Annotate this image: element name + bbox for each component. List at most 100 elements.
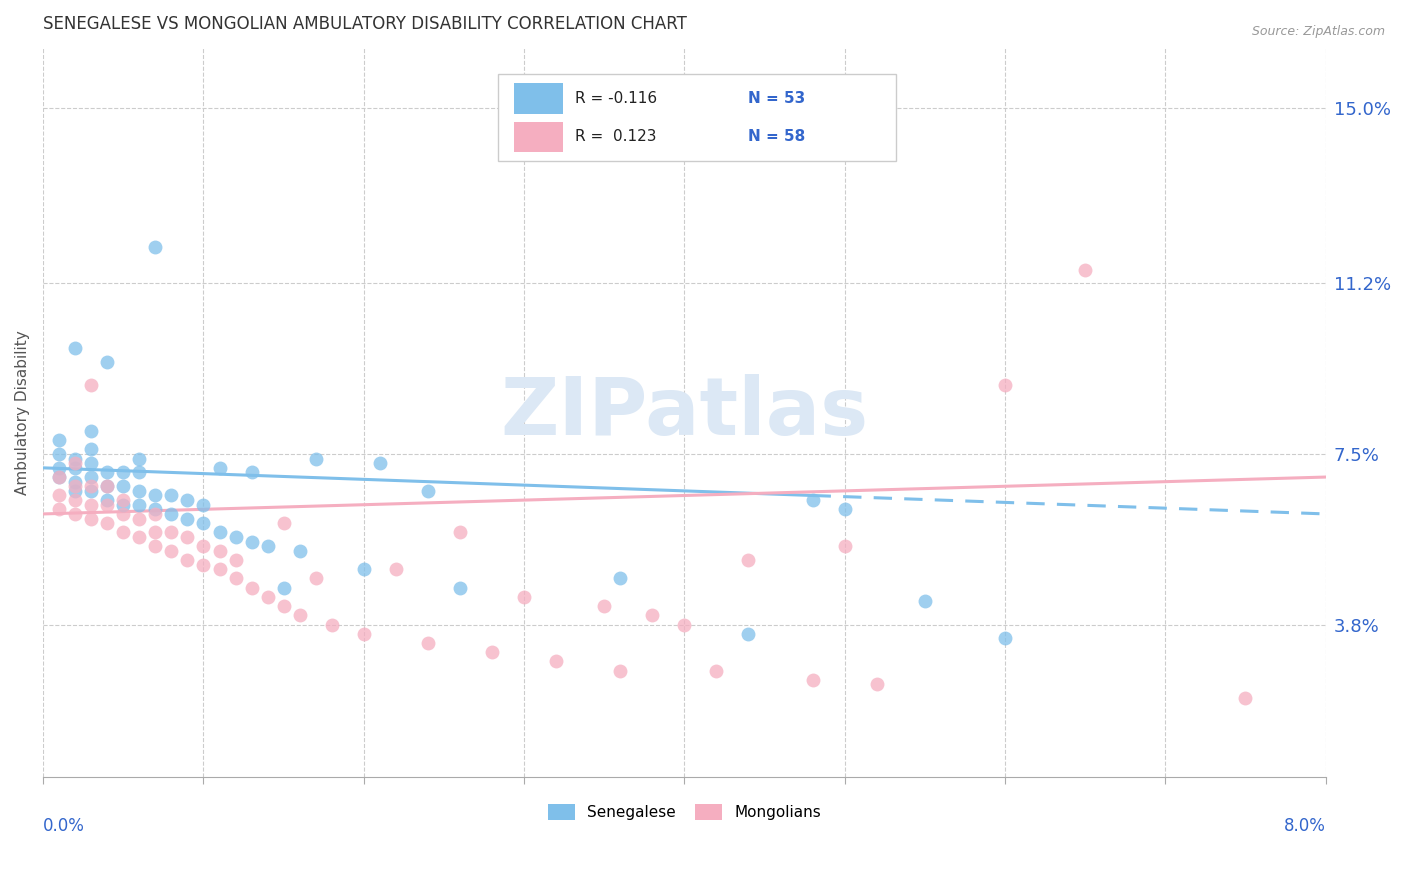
Point	[128, 483, 150, 498]
Bar	[513, 121, 562, 153]
Point	[193, 516, 215, 530]
Point	[416, 483, 439, 498]
Point	[208, 525, 231, 540]
Point	[321, 617, 343, 632]
Point	[145, 239, 167, 253]
Point	[112, 525, 135, 540]
Point	[160, 543, 183, 558]
Point	[273, 599, 295, 613]
Point	[481, 645, 503, 659]
Point	[225, 530, 247, 544]
Point	[128, 498, 150, 512]
Point	[65, 507, 87, 521]
Point	[288, 543, 311, 558]
Point	[273, 516, 295, 530]
Point	[80, 424, 103, 438]
Point	[834, 502, 856, 516]
Point	[65, 483, 87, 498]
Point	[80, 470, 103, 484]
Point	[112, 507, 135, 521]
Point	[48, 470, 70, 484]
Point	[128, 466, 150, 480]
Text: N = 53: N = 53	[748, 91, 806, 106]
Point	[385, 562, 408, 576]
Point	[273, 581, 295, 595]
Point	[48, 502, 70, 516]
Point	[801, 493, 824, 508]
Point	[240, 534, 263, 549]
Point	[546, 654, 568, 668]
Point	[80, 377, 103, 392]
Point	[96, 479, 118, 493]
Point	[609, 664, 631, 678]
FancyBboxPatch shape	[499, 74, 896, 161]
Point	[80, 456, 103, 470]
Point	[80, 442, 103, 457]
Y-axis label: Ambulatory Disability: Ambulatory Disability	[15, 330, 30, 495]
Point	[96, 516, 118, 530]
Bar	[513, 83, 562, 113]
Point	[48, 470, 70, 484]
Point	[65, 475, 87, 489]
Point	[128, 451, 150, 466]
Text: SENEGALESE VS MONGOLIAN AMBULATORY DISABILITY CORRELATION CHART: SENEGALESE VS MONGOLIAN AMBULATORY DISAB…	[44, 15, 688, 33]
Point	[65, 479, 87, 493]
Point	[96, 493, 118, 508]
Point	[193, 539, 215, 553]
Point	[208, 543, 231, 558]
Point	[65, 493, 87, 508]
Point	[225, 553, 247, 567]
Point	[353, 626, 375, 640]
Point	[176, 530, 198, 544]
Point	[128, 530, 150, 544]
Point	[208, 562, 231, 576]
Point	[305, 571, 328, 585]
Point	[256, 590, 278, 604]
Text: 8.0%: 8.0%	[1284, 817, 1326, 835]
Point	[240, 466, 263, 480]
Point	[1074, 262, 1097, 277]
Point	[368, 456, 391, 470]
Point	[65, 460, 87, 475]
Point	[834, 539, 856, 553]
Point	[176, 511, 198, 525]
Point	[225, 571, 247, 585]
Legend: Senegalese, Mongolians: Senegalese, Mongolians	[548, 804, 821, 820]
Point	[288, 608, 311, 623]
Point	[737, 626, 759, 640]
Point	[416, 636, 439, 650]
Point	[160, 525, 183, 540]
Point	[48, 488, 70, 502]
Point	[65, 341, 87, 355]
Point	[145, 539, 167, 553]
Point	[80, 498, 103, 512]
Point	[193, 558, 215, 572]
Point	[145, 488, 167, 502]
Point	[176, 553, 198, 567]
Point	[641, 608, 664, 623]
Text: N = 58: N = 58	[748, 129, 806, 145]
Point	[65, 456, 87, 470]
Point	[449, 581, 471, 595]
Point	[48, 447, 70, 461]
Point	[80, 483, 103, 498]
Point	[96, 355, 118, 369]
Point	[609, 571, 631, 585]
Point	[145, 507, 167, 521]
Point	[513, 590, 536, 604]
Point	[866, 677, 889, 691]
Point	[673, 617, 696, 632]
Point	[994, 632, 1017, 646]
Point	[801, 673, 824, 687]
Point	[160, 507, 183, 521]
Point	[208, 460, 231, 475]
Point	[176, 493, 198, 508]
Point	[160, 488, 183, 502]
Point	[96, 466, 118, 480]
Point	[145, 525, 167, 540]
Point	[305, 451, 328, 466]
Point	[240, 581, 263, 595]
Point	[48, 460, 70, 475]
Point	[112, 466, 135, 480]
Point	[96, 479, 118, 493]
